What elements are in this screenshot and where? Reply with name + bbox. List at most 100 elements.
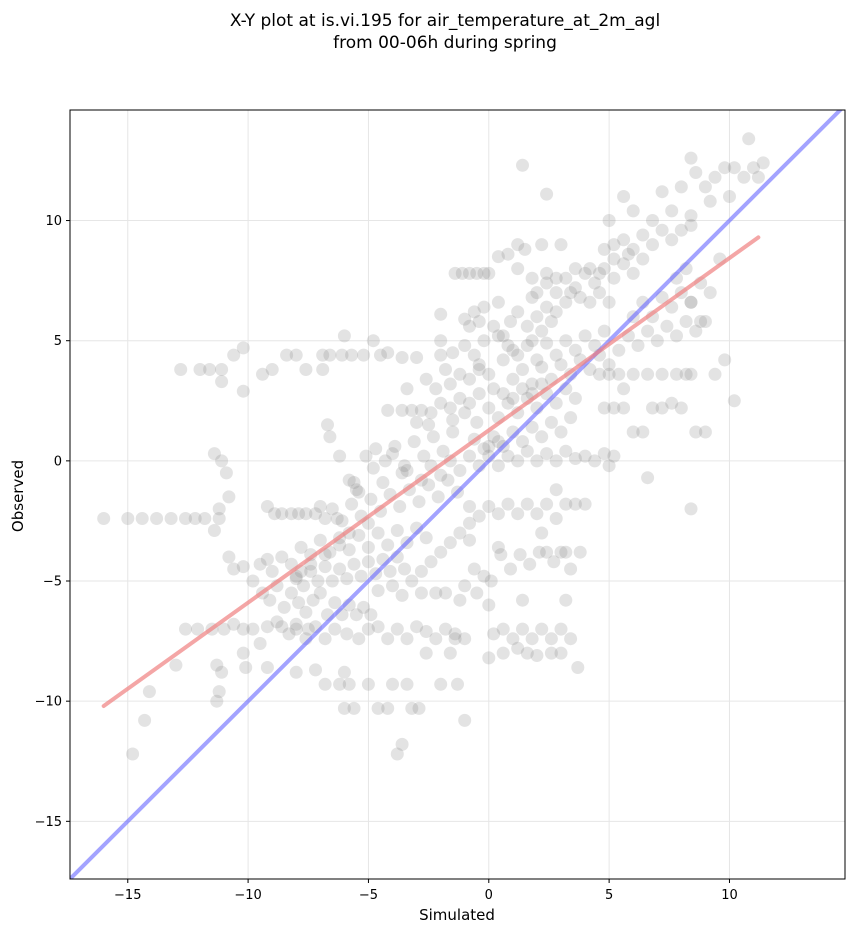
data-point	[138, 713, 152, 727]
y-tick-label: −15	[35, 815, 62, 830]
data-point	[665, 233, 679, 247]
data-point	[207, 447, 221, 461]
data-point	[698, 425, 712, 439]
data-point	[665, 204, 679, 218]
data-point	[458, 339, 472, 352]
data-point	[126, 747, 140, 761]
data-point	[612, 343, 626, 357]
data-point	[549, 483, 563, 497]
data-point	[607, 449, 621, 463]
data-point	[532, 545, 546, 559]
data-point	[477, 300, 491, 314]
data-point	[453, 367, 467, 381]
data-point	[364, 608, 378, 622]
data-point	[607, 271, 621, 285]
data-point	[626, 242, 640, 256]
data-point	[436, 444, 450, 458]
data-point	[467, 348, 481, 362]
data-point	[646, 214, 659, 227]
data-point	[482, 439, 496, 453]
data-point	[698, 180, 712, 194]
data-point	[448, 266, 462, 280]
data-point	[386, 447, 399, 461]
data-point	[299, 605, 313, 619]
data-point	[381, 538, 395, 552]
data-point	[684, 218, 698, 232]
data-point	[212, 512, 226, 525]
regression-line	[101, 235, 761, 708]
data-point	[504, 315, 517, 328]
data-point	[617, 401, 631, 415]
data-point	[424, 555, 438, 569]
data-point	[554, 425, 568, 439]
data-point	[684, 367, 698, 381]
data-point	[455, 266, 469, 280]
data-point	[179, 622, 192, 636]
data-point	[540, 266, 554, 280]
data-point	[549, 305, 563, 319]
data-point	[626, 266, 640, 280]
data-point	[381, 632, 395, 646]
data-point	[477, 442, 491, 456]
data-point	[646, 238, 659, 252]
data-point	[501, 396, 515, 410]
x-tick-label: −15	[114, 888, 141, 903]
x-tick-label: 5	[605, 888, 613, 903]
data-point	[530, 353, 544, 367]
data-point	[549, 512, 563, 525]
data-point	[554, 358, 568, 372]
y-axis-ticks: −15 −10 −5 0 5 10	[35, 214, 70, 830]
data-point	[525, 290, 539, 304]
data-point	[366, 461, 380, 475]
data-point	[467, 305, 481, 319]
data-point	[210, 694, 224, 708]
data-point	[371, 526, 385, 540]
data-point	[463, 449, 476, 463]
data-point	[275, 550, 289, 564]
data-point	[516, 622, 529, 636]
data-point	[342, 543, 356, 557]
data-point	[568, 262, 582, 276]
data-point	[419, 372, 433, 386]
data-point	[352, 485, 366, 499]
data-point	[414, 403, 428, 417]
data-point	[352, 528, 366, 542]
data-point	[513, 548, 527, 562]
data-point	[236, 646, 250, 660]
data-point	[718, 161, 732, 175]
data-point	[289, 348, 303, 362]
data-point	[511, 305, 525, 319]
data-point	[482, 401, 496, 415]
data-point	[260, 620, 274, 634]
data-point	[289, 572, 303, 586]
data-point	[564, 632, 578, 646]
data-point	[405, 574, 419, 588]
x-tick-label: 10	[721, 888, 738, 903]
data-point	[684, 151, 698, 165]
data-point	[434, 348, 448, 362]
data-point	[414, 586, 428, 600]
data-point	[188, 512, 202, 525]
data-point	[496, 353, 510, 367]
data-point	[289, 617, 303, 631]
data-point	[294, 540, 308, 554]
data-point	[410, 415, 424, 429]
data-point	[342, 677, 356, 691]
data-point	[491, 540, 505, 554]
data-point	[602, 358, 616, 372]
data-point	[670, 329, 683, 343]
data-point	[207, 524, 221, 537]
data-point	[516, 593, 529, 607]
data-point	[511, 641, 525, 655]
data-point	[434, 677, 448, 691]
data-point	[617, 382, 631, 396]
data-point	[268, 507, 282, 521]
data-point	[142, 685, 156, 699]
data-point	[361, 555, 375, 569]
data-point	[318, 677, 332, 691]
data-point	[506, 391, 520, 405]
data-point	[446, 413, 460, 427]
data-point	[540, 336, 554, 350]
data-point	[458, 579, 472, 593]
